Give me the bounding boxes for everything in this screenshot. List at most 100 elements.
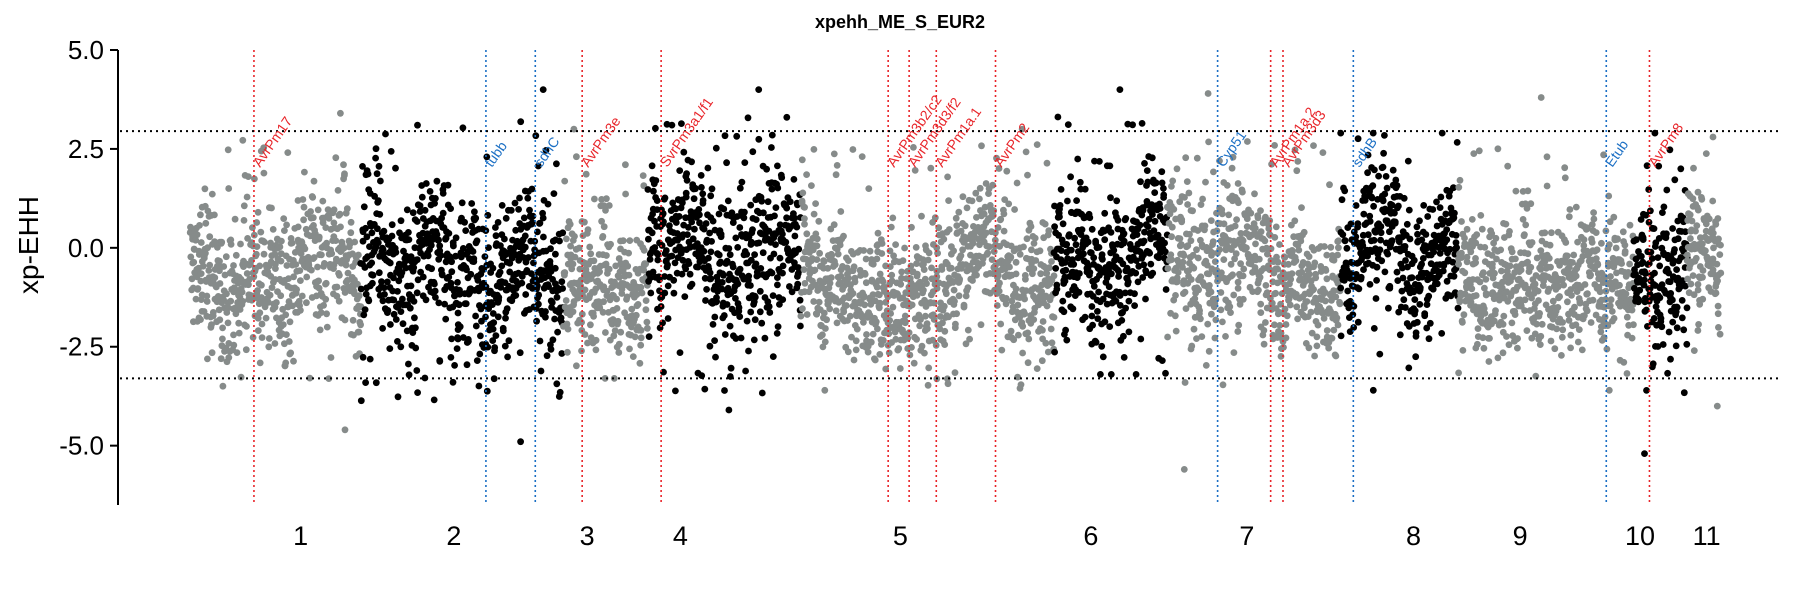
data-point — [1223, 182, 1231, 189]
data-point — [439, 190, 447, 197]
data-point — [923, 280, 930, 287]
data-point — [625, 249, 632, 257]
data-point — [885, 330, 893, 338]
data-point — [1125, 297, 1133, 305]
data-point — [1059, 297, 1067, 305]
data-point — [1523, 327, 1531, 334]
data-point — [1401, 246, 1408, 254]
data-point — [215, 306, 223, 314]
data-point — [779, 230, 786, 238]
data-point — [405, 229, 412, 236]
data-point — [1652, 303, 1660, 310]
data-point — [1524, 187, 1532, 195]
data-point — [1638, 253, 1645, 260]
data-point — [490, 319, 498, 326]
data-point — [920, 260, 927, 268]
data-point — [879, 278, 887, 285]
data-point — [1393, 182, 1401, 189]
data-point — [950, 247, 957, 255]
data-point — [1334, 251, 1341, 259]
data-point — [858, 153, 866, 161]
data-point — [1639, 236, 1647, 244]
data-point — [618, 285, 626, 293]
data-point — [1330, 287, 1338, 295]
data-point — [1090, 282, 1098, 290]
data-point — [1388, 201, 1396, 209]
data-point — [334, 187, 342, 194]
data-point — [1702, 150, 1710, 158]
data-point — [1056, 213, 1063, 221]
data-point — [1140, 237, 1148, 245]
data-point — [901, 244, 908, 252]
data-point — [1644, 323, 1651, 330]
y-axis-label: xp-EHH — [13, 196, 44, 294]
data-point — [1164, 333, 1171, 341]
data-point — [1416, 217, 1423, 225]
data-point — [713, 298, 720, 305]
data-point — [1178, 218, 1186, 226]
data-point — [1323, 327, 1331, 334]
data-point — [1043, 269, 1051, 277]
chart-title: xpehh_ME_S_EUR2 — [815, 12, 985, 32]
data-point — [1669, 296, 1676, 304]
data-point — [411, 314, 418, 322]
data-point — [876, 351, 884, 358]
data-point — [205, 267, 213, 274]
data-point — [494, 219, 502, 226]
data-point — [254, 287, 261, 294]
data-point — [428, 265, 435, 273]
data-point — [928, 264, 935, 272]
data-point — [1519, 216, 1527, 223]
data-point — [989, 181, 997, 189]
data-point — [219, 335, 226, 343]
data-point — [1370, 325, 1378, 332]
data-point — [1503, 333, 1510, 340]
data-point — [1474, 340, 1481, 348]
data-point — [1607, 296, 1615, 304]
data-point — [1398, 287, 1406, 295]
data-point — [889, 214, 897, 222]
data-point — [1232, 250, 1240, 258]
data-point — [1482, 276, 1490, 283]
data-point — [1489, 260, 1496, 268]
data-point — [1189, 207, 1196, 215]
data-point — [303, 273, 311, 281]
data-point — [355, 292, 363, 300]
data-point — [473, 237, 481, 245]
data-point — [1134, 278, 1142, 286]
data-point — [1069, 305, 1077, 313]
data-point — [666, 222, 673, 230]
data-point — [682, 193, 690, 201]
data-point — [1659, 209, 1666, 217]
data-point — [1314, 321, 1322, 329]
data-point — [1642, 270, 1649, 277]
chromosome-5-points — [797, 125, 1058, 394]
data-point — [1680, 326, 1688, 334]
data-point — [1141, 228, 1148, 236]
data-point — [801, 220, 808, 228]
data-point — [1053, 281, 1061, 289]
data-point — [341, 316, 349, 324]
data-point — [472, 214, 480, 222]
data-point — [323, 310, 330, 318]
data-point — [342, 261, 350, 269]
data-point — [611, 327, 619, 334]
data-point — [751, 293, 759, 301]
data-point — [1651, 269, 1658, 277]
data-point — [330, 206, 338, 214]
data-point — [982, 229, 990, 237]
data-point — [584, 339, 591, 347]
data-point — [300, 203, 308, 211]
data-point — [536, 219, 544, 227]
data-point — [743, 317, 751, 325]
data-point — [539, 86, 547, 93]
data-point — [1043, 159, 1051, 167]
data-point — [1101, 209, 1109, 217]
data-point — [1080, 250, 1087, 258]
data-point — [1505, 341, 1513, 349]
data-point — [196, 222, 203, 229]
data-point — [756, 308, 764, 316]
data-point — [757, 265, 765, 272]
data-point — [1389, 166, 1397, 174]
data-point — [1276, 241, 1283, 248]
